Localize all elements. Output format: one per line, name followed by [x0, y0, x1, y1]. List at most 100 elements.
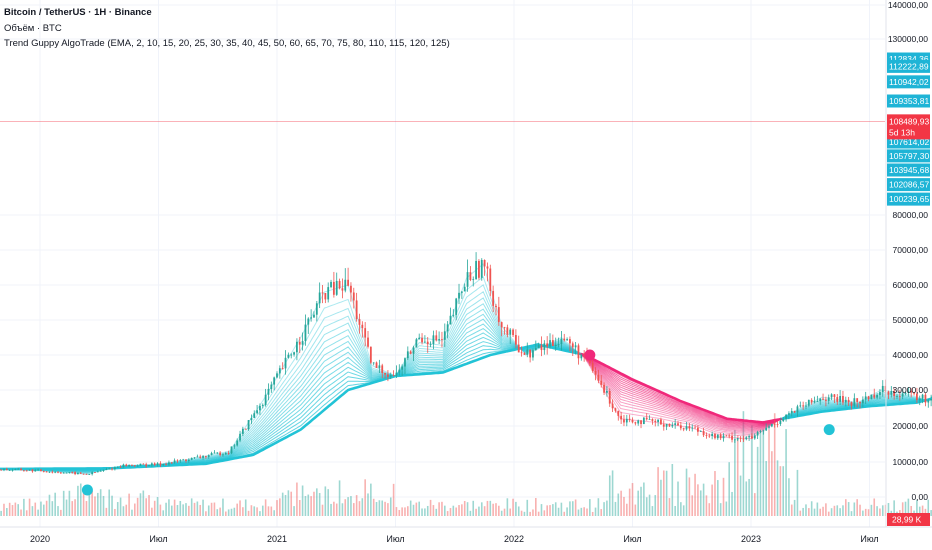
candle [88, 474, 91, 475]
candle [20, 468, 22, 471]
candle [489, 268, 492, 291]
candle [57, 471, 59, 473]
price-level-tag[interactable]: 105797,30 [887, 149, 930, 163]
volume-bar [776, 460, 779, 516]
volume-bar [765, 461, 767, 516]
volume-bar [850, 511, 853, 516]
candle [674, 423, 677, 425]
volume-bar [370, 483, 372, 516]
volume-legend[interactable]: Объём · BTC [4, 23, 62, 34]
candle [28, 469, 31, 471]
volume-bar [151, 507, 153, 516]
volume-bar [153, 500, 156, 516]
volume-bar [879, 508, 881, 516]
candle [449, 315, 452, 325]
price-level-tag[interactable]: 100239,65 [887, 192, 930, 206]
candle [500, 322, 503, 328]
candle [193, 457, 196, 459]
volume-bar [887, 502, 890, 516]
price-level-tag[interactable]: 110942,02 [887, 75, 930, 89]
volume-bar [526, 499, 529, 516]
candle [82, 473, 85, 475]
candle [111, 468, 113, 470]
volume-bar [808, 508, 810, 516]
volume-bar [535, 498, 537, 516]
price-level-tag[interactable]: 103945,68 [887, 163, 930, 177]
candle [753, 435, 756, 439]
candle [423, 341, 426, 343]
volume-bar [773, 413, 776, 516]
volume-bar [771, 451, 773, 516]
volume-bar [617, 493, 620, 516]
candle [313, 314, 315, 318]
bearish-signal-marker[interactable] [584, 349, 596, 361]
candle [290, 354, 293, 356]
candle [711, 433, 714, 437]
volume-value-tag[interactable]: 28,99 K [887, 513, 930, 526]
volume-bar [210, 502, 213, 516]
svg-text:28,99 K: 28,99 K [892, 515, 922, 525]
volume-bar [768, 429, 770, 516]
volume-bar [256, 507, 258, 516]
candle [352, 292, 355, 301]
candle [918, 398, 921, 401]
candle [799, 405, 802, 407]
candle [819, 398, 822, 402]
y-tick-label: 50000,00 [893, 315, 929, 325]
candle [472, 279, 475, 280]
volume-bar [469, 510, 472, 516]
guppy-ema-line [580, 353, 782, 426]
candle [239, 433, 241, 441]
volume-bar [705, 495, 708, 516]
candle [296, 341, 298, 353]
candle [460, 291, 463, 293]
guppy-ema-line [580, 352, 783, 424]
candle [827, 397, 830, 401]
price-level-tag[interactable]: 109353,81 [887, 94, 930, 108]
volume-bar [99, 489, 102, 516]
volume-bar [23, 498, 25, 516]
volume-bar [222, 498, 224, 516]
candle [824, 399, 827, 401]
volume-bar [660, 479, 662, 516]
volume-bar [60, 509, 62, 516]
candle [719, 434, 722, 439]
candle [495, 305, 497, 308]
volume-bar [242, 507, 244, 516]
volume-bar [347, 497, 349, 516]
volume-bar [626, 503, 628, 516]
volume-bar [893, 500, 895, 516]
candle [739, 437, 742, 439]
candle [426, 341, 429, 345]
volume-bar [512, 498, 514, 516]
bullish-signal-marker[interactable] [81, 484, 93, 496]
price-level-tag[interactable]: 112222,89 [887, 59, 930, 73]
volume-bar [731, 491, 733, 516]
volume-bar [247, 510, 250, 516]
price-level-tag[interactable]: 102086,57 [887, 178, 930, 192]
indicator-legend[interactable]: Trend Guppy AlgoTrade (EMA, 2, 10, 15, 2… [4, 38, 450, 49]
candle [162, 463, 165, 466]
candle [688, 426, 691, 429]
chart-title[interactable]: Bitcoin / TetherUS · 1H · Binance [4, 7, 152, 18]
volume-bar [779, 466, 782, 516]
candle [165, 463, 167, 465]
svg-text:102086,57: 102086,57 [889, 180, 929, 190]
candle [685, 426, 688, 430]
volume-bar [384, 501, 386, 516]
candle [330, 281, 332, 288]
volume-bar [711, 484, 713, 516]
volume-bar [270, 506, 273, 516]
volume-bar [463, 500, 466, 516]
volume-bar [847, 502, 850, 516]
candle [876, 394, 878, 398]
candle [387, 374, 389, 377]
candle [554, 344, 557, 347]
volume-bar [298, 500, 301, 516]
volume-bar [8, 502, 11, 516]
candle [742, 438, 745, 440]
bullish-signal-marker[interactable] [823, 424, 835, 436]
candle [773, 423, 776, 425]
